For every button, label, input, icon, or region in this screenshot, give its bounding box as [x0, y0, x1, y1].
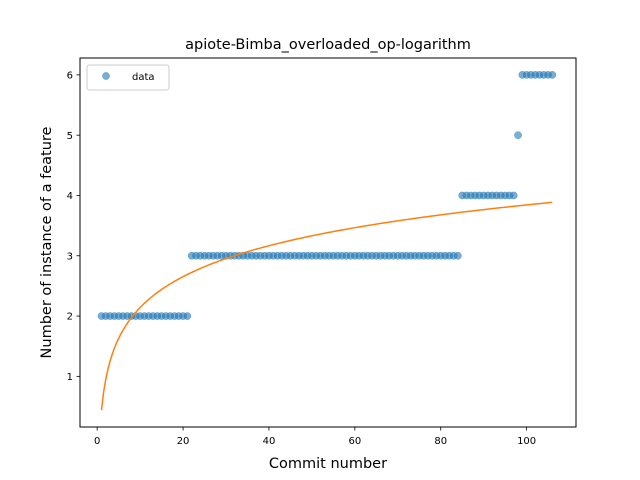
- x-tick-label: 20: [177, 436, 190, 447]
- y-tick-label: 5: [67, 131, 73, 142]
- data-point: [183, 312, 192, 320]
- x-tick-label: 100: [517, 436, 536, 447]
- y-tick-label: 6: [67, 70, 73, 81]
- fit-line: [100, 201, 553, 411]
- x-tick-label: 80: [434, 436, 447, 447]
- data-point: [548, 71, 557, 79]
- x-tick-label: 0: [94, 436, 100, 447]
- x-axis: 0 20 40 60 80 100: [94, 427, 536, 447]
- y-axis: 1 2 3 4 5 6: [67, 70, 80, 383]
- chart-title: apiote-Bimba_overloaded_op-logarithm: [185, 37, 471, 53]
- legend: data: [86, 64, 170, 91]
- y-tick-label: 1: [67, 372, 73, 383]
- plot-frame: [79, 57, 577, 428]
- y-axis-label: Number of instance of a feature: [39, 126, 55, 358]
- legend-label: data: [132, 72, 155, 83]
- data-point: [509, 191, 518, 200]
- x-tick-label: 60: [348, 436, 361, 447]
- y-tick-label: 3: [67, 251, 73, 262]
- x-axis-label: Commit number: [269, 456, 387, 472]
- data-point: [514, 131, 522, 140]
- legend-marker: [102, 72, 110, 80]
- data-point: [454, 251, 462, 260]
- plot-content: [97, 71, 557, 411]
- x-tick-label: 40: [263, 436, 276, 447]
- y-tick-label: 2: [67, 312, 73, 323]
- y-tick-label: 4: [67, 191, 73, 202]
- legend-box: [86, 64, 170, 91]
